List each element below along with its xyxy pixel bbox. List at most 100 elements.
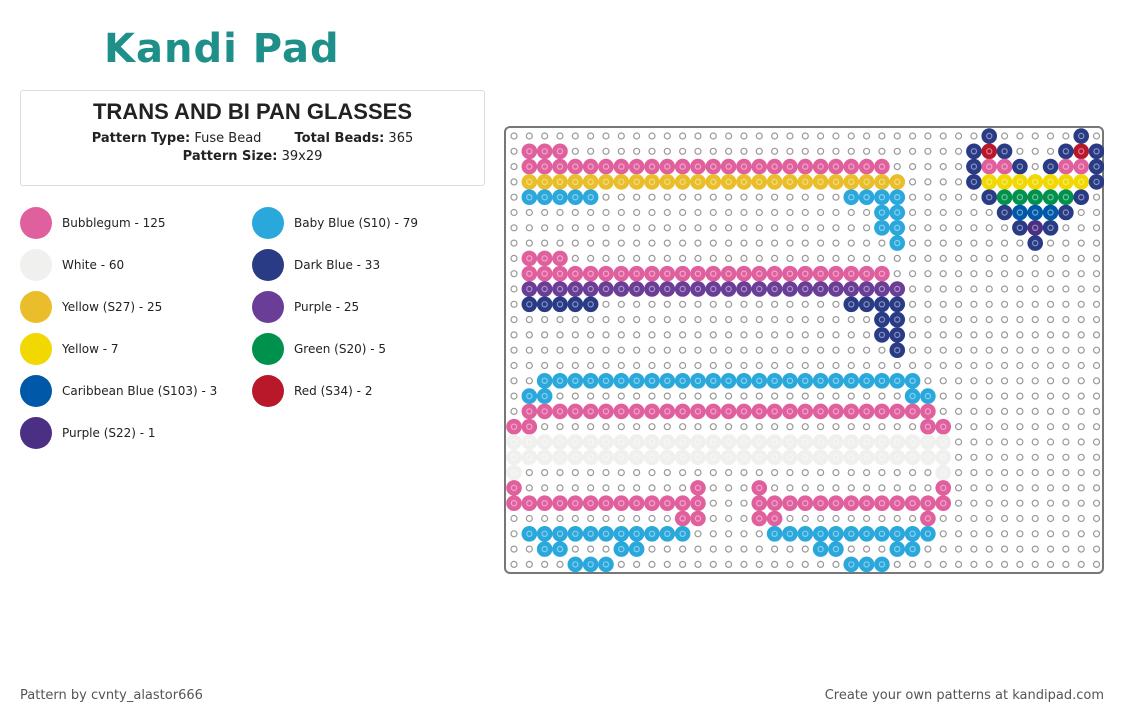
peg <box>556 208 564 217</box>
bead-hole <box>894 438 901 446</box>
peg <box>1016 300 1024 308</box>
bead <box>828 434 844 450</box>
bead-hole <box>740 454 748 461</box>
peg <box>908 514 917 523</box>
bead <box>552 373 568 389</box>
bead <box>613 495 630 512</box>
peg <box>633 208 641 217</box>
peg <box>1092 285 1101 293</box>
peg <box>970 224 978 232</box>
peg <box>970 453 978 461</box>
peg <box>556 316 564 324</box>
bead-hole <box>694 500 702 507</box>
color-swatch <box>252 333 284 365</box>
peg <box>954 514 963 523</box>
bead-hole <box>526 178 533 186</box>
peg <box>1016 530 1024 538</box>
peg <box>617 224 625 232</box>
peg <box>1092 560 1101 568</box>
bead-hole <box>572 193 579 201</box>
bead <box>613 265 630 282</box>
bead-hole <box>756 408 763 415</box>
bead-hole <box>572 408 579 415</box>
color-label: Dark Blue - 33 <box>294 258 381 272</box>
bead-hole <box>541 163 548 170</box>
bead <box>904 373 921 389</box>
peg <box>771 423 779 431</box>
bead-hole <box>832 178 840 186</box>
bead <box>705 449 722 466</box>
peg <box>985 392 993 400</box>
bead-hole <box>756 285 763 293</box>
peg <box>725 331 733 339</box>
peg <box>939 178 947 186</box>
bead <box>782 174 798 190</box>
peg <box>541 560 549 568</box>
peg <box>602 239 610 247</box>
bead <box>812 495 829 512</box>
peg <box>1062 270 1070 278</box>
cta[interactable]: Create your own patterns at kandipad.com <box>824 688 1104 703</box>
peg <box>633 423 641 431</box>
peg <box>954 132 963 140</box>
bead-hole <box>556 545 564 553</box>
bead <box>874 495 890 512</box>
bead <box>858 526 875 542</box>
bead-hole <box>802 408 809 415</box>
bead <box>889 327 906 343</box>
peg <box>602 423 610 431</box>
bead <box>613 158 630 175</box>
bead-hole <box>1001 163 1008 170</box>
bead-hole <box>694 484 702 492</box>
bead <box>812 541 829 557</box>
bead <box>659 526 676 542</box>
peg <box>817 208 825 217</box>
peg <box>725 514 733 523</box>
peg <box>924 545 932 553</box>
peg <box>510 361 518 370</box>
logo[interactable]: Kandi Pad <box>104 26 340 72</box>
peg <box>663 316 671 324</box>
bead <box>858 434 875 450</box>
peg <box>939 162 947 171</box>
peg <box>985 499 993 507</box>
peg <box>510 239 518 247</box>
bead <box>705 281 722 297</box>
peg <box>847 423 855 431</box>
peg <box>679 316 687 324</box>
peg <box>648 239 656 247</box>
peg <box>893 270 901 278</box>
peg <box>954 530 963 538</box>
bead-hole <box>572 270 579 277</box>
bead <box>690 403 706 420</box>
peg <box>679 300 687 308</box>
peg <box>541 423 549 431</box>
peg <box>1092 316 1101 324</box>
peg <box>1092 438 1101 446</box>
peg <box>878 469 886 477</box>
peg <box>541 316 549 324</box>
peg <box>924 147 932 155</box>
bead-hole <box>909 408 916 415</box>
bead-hole <box>771 438 778 446</box>
peg <box>755 469 763 477</box>
value: 365 <box>388 131 414 146</box>
bead <box>567 434 584 450</box>
peg <box>893 484 901 492</box>
peg <box>663 331 671 339</box>
peg <box>970 193 978 201</box>
peg <box>1092 484 1101 492</box>
bead <box>751 281 768 297</box>
bead-hole <box>894 301 901 308</box>
credit[interactable]: Pattern by cvnty_alastor666 <box>20 688 203 703</box>
peg <box>939 208 947 217</box>
peg <box>1046 499 1055 507</box>
peg <box>725 469 733 477</box>
peg <box>525 560 533 568</box>
bead-hole <box>878 408 886 415</box>
bead-hole <box>587 270 594 277</box>
peg <box>985 377 993 385</box>
peg <box>679 224 687 232</box>
peg <box>541 361 549 370</box>
peg <box>755 224 763 232</box>
